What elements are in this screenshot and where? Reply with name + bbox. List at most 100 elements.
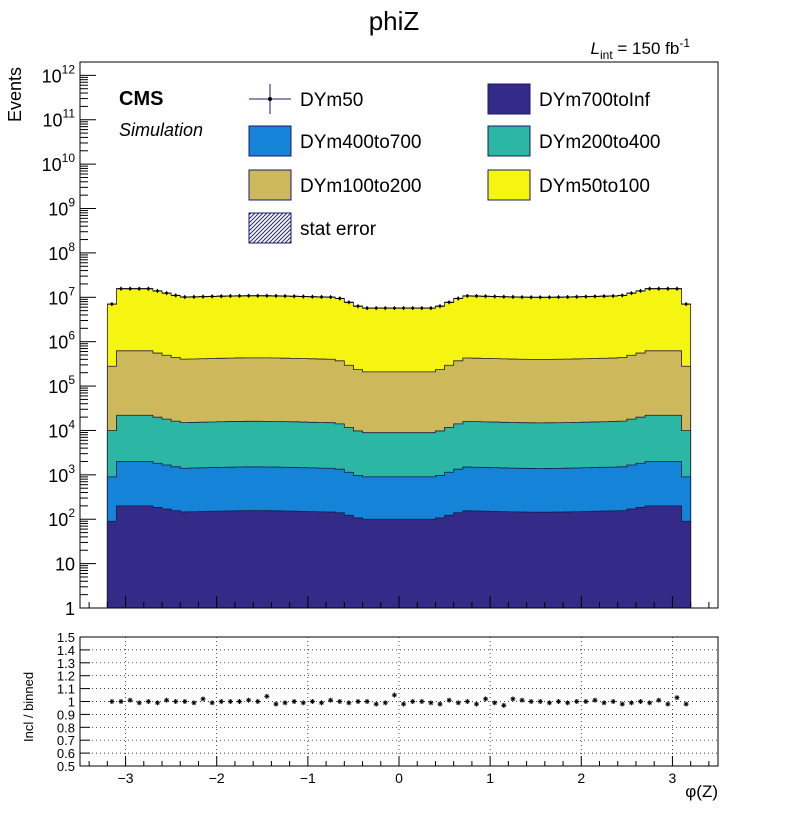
ratio-point	[319, 700, 325, 706]
legend-label: DYm400to700	[300, 132, 421, 153]
ratio-y-label: Incl / binned	[21, 672, 36, 742]
data-point	[408, 306, 418, 311]
ratio-point	[337, 699, 343, 704]
y-tick-label: 105	[48, 373, 75, 397]
ratio-point	[483, 696, 489, 702]
data-point	[107, 302, 117, 307]
ratio-point	[565, 700, 571, 706]
ratio-point	[300, 700, 306, 706]
y-tick-label: 1012	[42, 62, 76, 86]
ratio-y-tick-label: 1.1	[57, 682, 75, 697]
data-point	[225, 294, 235, 299]
legend-label: DYm200to400	[539, 132, 660, 153]
ratio-point	[273, 701, 279, 707]
x-tick-label: 0	[395, 770, 403, 786]
legend-item-dym50to100: DYm50to100	[487, 169, 650, 201]
data-point	[563, 295, 573, 300]
ratio-point	[510, 696, 516, 702]
data-point	[271, 293, 281, 298]
ratio-point	[346, 700, 352, 706]
ratio-plot-area: 0.50.60.70.80.911.11.21.31.41.5 −3 −2 −1 0 1…	[57, 630, 719, 786]
x-tick-label: 2	[577, 770, 585, 786]
ratio-point	[291, 699, 297, 704]
ratio-point	[601, 700, 607, 706]
ratio-point	[592, 697, 598, 703]
main-x-axis-ticks	[88, 596, 710, 608]
ratio-y-axis: 0.50.60.70.80.911.11.21.31.41.5	[57, 630, 90, 774]
ratio-point	[227, 699, 233, 704]
lumi-label: Lint = 150 fb-1	[591, 36, 691, 62]
data-point	[344, 300, 354, 305]
legend-label: DYm100to200	[300, 176, 421, 197]
legend-label: DYm700toInf	[539, 90, 651, 111]
ratio-y-tick-label: 0.6	[57, 746, 75, 761]
data-point	[417, 306, 427, 311]
data-point	[280, 294, 290, 299]
data-point	[389, 306, 399, 311]
ratio-point	[328, 697, 334, 703]
data-point	[244, 293, 254, 298]
y-tick-label: 102	[48, 506, 75, 530]
data-point	[207, 294, 217, 299]
ratio-x-axis: −3 −2 −1 0 1 2 3	[88, 756, 710, 786]
data-point	[444, 300, 454, 305]
data-point	[253, 293, 263, 298]
data-point	[134, 286, 144, 291]
x-tick-label: 3	[669, 770, 677, 786]
data-point	[399, 306, 409, 311]
legend-label: DYm50to100	[539, 176, 650, 197]
ratio-points	[109, 692, 689, 708]
ratio-point	[437, 701, 443, 707]
ratio-point	[164, 697, 170, 703]
ratio-point	[455, 700, 461, 706]
legend-label: DYm50	[300, 90, 363, 111]
data-point	[180, 295, 190, 300]
ratio-point	[255, 699, 261, 704]
data-point	[162, 291, 172, 296]
x-tick-label: −3	[118, 770, 134, 786]
stack-layer-dym700toinf	[106, 505, 692, 609]
cms-label: CMS	[119, 88, 163, 110]
ratio-point	[537, 699, 543, 704]
data-point	[590, 294, 600, 299]
ratio-point	[173, 699, 179, 704]
data-point	[298, 294, 308, 299]
ratio-point	[638, 699, 644, 704]
ratio-point	[419, 699, 425, 704]
data-point	[143, 286, 153, 291]
ratio-grid	[80, 636, 718, 767]
data-point	[435, 304, 445, 309]
data-point	[335, 296, 345, 301]
ratio-point	[182, 699, 188, 704]
data-point	[380, 306, 390, 311]
ratio-point	[309, 699, 315, 704]
ratio-y-tick-label: 1	[68, 695, 75, 710]
data-point	[481, 294, 491, 299]
ratio-point	[574, 699, 580, 704]
ratio-point	[391, 692, 397, 698]
ratio-y-tick-label: 0.5	[57, 759, 75, 774]
ratio-point	[647, 700, 653, 706]
data-point	[490, 294, 500, 299]
lumi-sub: int	[600, 48, 613, 62]
data-point	[362, 306, 372, 311]
data-point	[617, 293, 627, 298]
data-points-dym50	[107, 286, 691, 311]
ratio-point	[665, 701, 671, 707]
ratio-point	[209, 700, 215, 706]
data-point	[234, 293, 245, 298]
ratio-point	[127, 697, 133, 703]
data-point	[553, 295, 564, 300]
ratio-point	[373, 701, 379, 707]
ratio-point	[136, 700, 142, 706]
ratio-point	[364, 699, 370, 704]
data-point	[672, 286, 682, 291]
ratio-point	[464, 699, 470, 704]
main-y-axis: 1 10 102 103 104 105 106 107 108 109 1010 1011 1012	[42, 61, 96, 619]
ratio-point	[519, 697, 525, 703]
ratio-point	[237, 699, 242, 704]
data-point	[517, 295, 527, 300]
data-point	[645, 286, 655, 291]
data-point	[171, 293, 181, 298]
ratio-point	[619, 701, 625, 707]
